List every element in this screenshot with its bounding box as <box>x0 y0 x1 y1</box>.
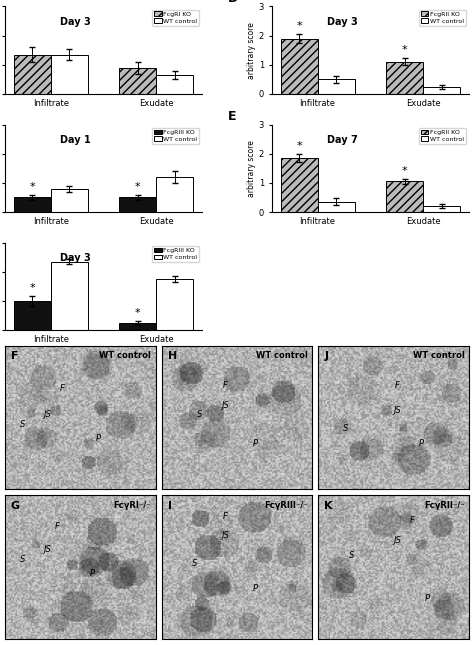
Text: *: * <box>29 182 35 192</box>
Bar <box>51 189 88 212</box>
Y-axis label: arbitrary score: arbitrary score <box>247 22 256 79</box>
Bar <box>51 55 88 94</box>
Text: *: * <box>135 182 141 192</box>
Text: P: P <box>419 439 423 448</box>
Text: FcγRIII⁻/⁻: FcγRIII⁻/⁻ <box>264 501 308 510</box>
Text: JS: JS <box>221 401 229 410</box>
Text: *: * <box>402 45 408 55</box>
Bar <box>423 86 460 94</box>
Bar <box>386 181 423 212</box>
Text: F: F <box>11 352 18 361</box>
Text: Day 3: Day 3 <box>327 17 358 27</box>
Bar <box>281 158 318 212</box>
Text: P: P <box>90 570 95 579</box>
Bar <box>156 177 193 212</box>
Legend: FcgRI KO, WT control: FcgRI KO, WT control <box>152 10 199 26</box>
Bar <box>156 279 193 330</box>
Bar <box>386 62 423 94</box>
Text: Day 1: Day 1 <box>60 135 91 145</box>
Text: *: * <box>296 21 302 31</box>
Text: G: G <box>11 501 20 511</box>
Text: P: P <box>425 594 429 603</box>
Bar <box>14 197 51 212</box>
Bar <box>14 55 51 94</box>
Text: S: S <box>343 424 348 433</box>
Bar <box>14 301 51 330</box>
Legend: FcgRIII KO, WT control: FcgRIII KO, WT control <box>152 246 199 262</box>
Text: E: E <box>228 110 237 123</box>
Text: S: S <box>197 410 202 419</box>
Text: JS: JS <box>393 406 401 415</box>
Text: *: * <box>135 308 141 318</box>
Text: H: H <box>168 352 177 361</box>
Text: F: F <box>394 381 399 390</box>
Text: P: P <box>96 435 101 444</box>
Text: I: I <box>168 501 172 511</box>
Text: F: F <box>55 522 60 531</box>
Text: *: * <box>29 283 35 293</box>
Bar <box>281 39 318 94</box>
Legend: FcgRII KO, WT control: FcgRII KO, WT control <box>419 128 466 144</box>
Text: S: S <box>192 559 198 568</box>
Bar <box>119 197 156 212</box>
Bar <box>119 323 156 330</box>
Text: S: S <box>20 555 26 564</box>
Text: F: F <box>222 381 228 390</box>
Text: J: J <box>325 352 328 361</box>
Text: F: F <box>410 516 414 525</box>
Text: Day 3: Day 3 <box>60 17 91 27</box>
Text: FcγRI⁻/⁻: FcγRI⁻/⁻ <box>113 501 151 510</box>
Text: P: P <box>253 584 257 593</box>
Text: FcγRII⁻/⁻: FcγRII⁻/⁻ <box>424 501 465 510</box>
Text: JS: JS <box>393 537 401 546</box>
Text: WT control: WT control <box>413 352 465 361</box>
Text: S: S <box>20 420 26 429</box>
Text: JS: JS <box>43 545 51 554</box>
Bar <box>423 206 460 212</box>
Text: Day 7: Day 7 <box>327 135 358 145</box>
Legend: FcgRII KO, WT control: FcgRII KO, WT control <box>419 10 466 26</box>
Text: WT control: WT control <box>99 352 151 361</box>
Bar <box>51 262 88 330</box>
Bar <box>156 75 193 94</box>
Text: Day 3: Day 3 <box>60 253 91 263</box>
Text: *: * <box>296 141 302 151</box>
Text: WT control: WT control <box>256 352 308 361</box>
Text: S: S <box>349 551 354 560</box>
Legend: FcgRIII KO, WT control: FcgRIII KO, WT control <box>152 128 199 144</box>
Text: *: * <box>402 166 408 175</box>
Text: P: P <box>253 439 257 448</box>
Text: D: D <box>228 0 238 5</box>
Text: F: F <box>222 512 228 521</box>
Text: JS: JS <box>43 410 51 419</box>
Text: JS: JS <box>221 531 229 540</box>
Y-axis label: arbitrary score: arbitrary score <box>247 140 256 197</box>
Bar <box>119 68 156 94</box>
Text: F: F <box>60 384 64 393</box>
Text: K: K <box>325 501 333 511</box>
Bar <box>318 79 355 94</box>
Bar <box>318 202 355 212</box>
